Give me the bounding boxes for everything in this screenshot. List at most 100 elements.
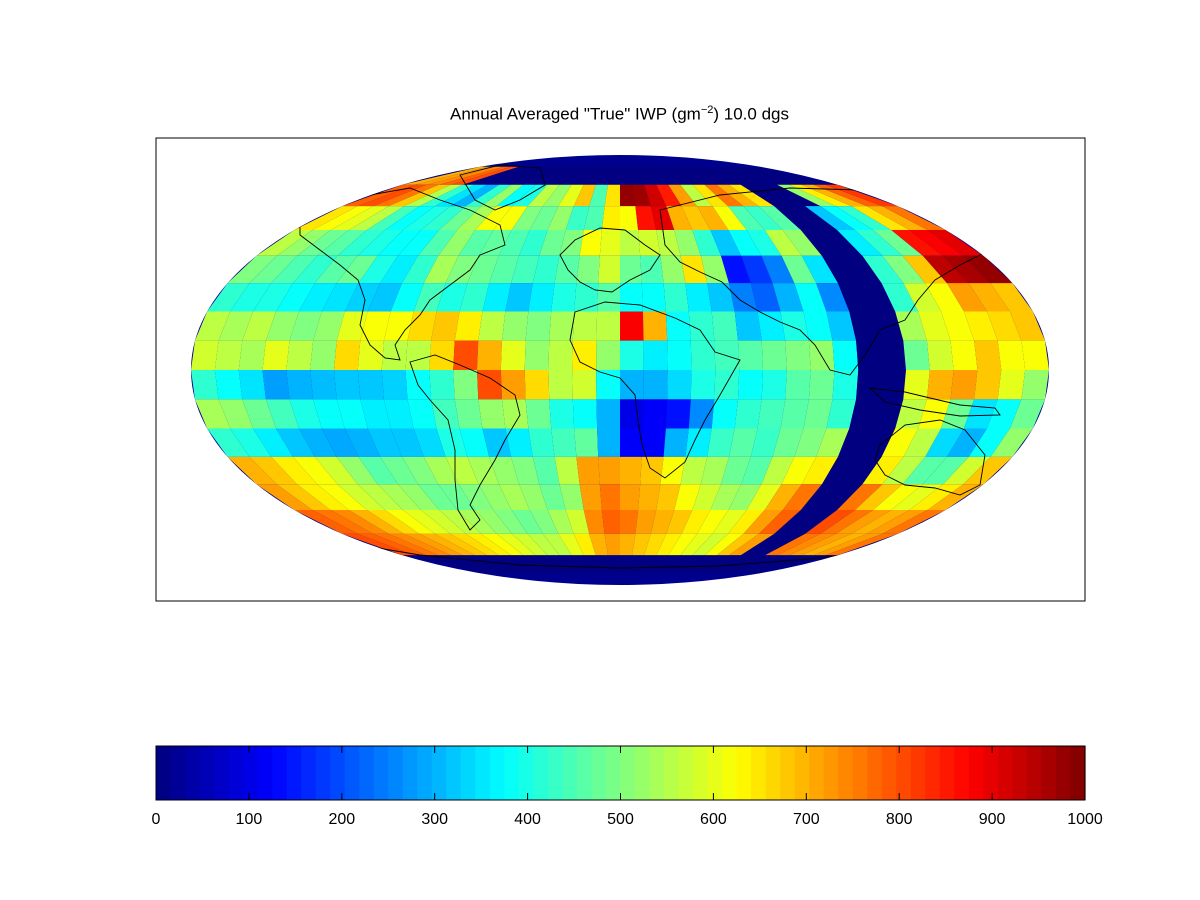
- colorbar-step: [257, 746, 273, 800]
- grid-cell: [418, 230, 458, 256]
- grid-cell: [635, 510, 657, 534]
- grid-cell: [660, 255, 686, 284]
- grid-cell: [757, 399, 786, 429]
- colorbar-step: [562, 746, 578, 800]
- grid-cell: [214, 370, 243, 400]
- grid-cell: [714, 340, 740, 370]
- colorbar-step: [359, 746, 375, 800]
- grid-cell: [680, 533, 713, 556]
- grid-cell: [377, 230, 421, 256]
- grid-cell: [734, 399, 762, 429]
- grid-cell: [312, 206, 374, 230]
- grid-cell: [941, 311, 975, 341]
- grid-cell: [688, 399, 715, 429]
- grid-cell: [665, 399, 691, 429]
- grid-cell: [458, 484, 494, 510]
- grid-cell: [656, 184, 682, 207]
- grid-cell: [620, 340, 644, 370]
- colorbar-step: [1026, 746, 1043, 800]
- grid-cell: [765, 184, 821, 207]
- grid-cell: [789, 206, 838, 230]
- grid-cell: [728, 230, 762, 256]
- colorbar-step: [185, 746, 201, 800]
- grid-cell: [785, 340, 811, 370]
- grid-cell: [741, 255, 773, 284]
- grid-cell: [800, 484, 843, 510]
- grid-cell: [467, 456, 499, 485]
- grid-cell: [357, 184, 427, 207]
- grid-cell: [879, 340, 906, 370]
- grid-cell: [922, 255, 969, 284]
- grid-cell: [574, 283, 599, 312]
- grid-cell: [774, 510, 819, 534]
- grid-cell: [579, 230, 602, 256]
- grid-cell: [414, 555, 496, 574]
- grid-cell: [716, 533, 759, 556]
- grid-cell: [390, 428, 424, 457]
- grid-cell: [987, 399, 1022, 429]
- grid-cell: [431, 399, 460, 429]
- grid-cell: [377, 484, 421, 510]
- grid-cell: [721, 255, 751, 284]
- grid-cell: [296, 484, 349, 510]
- coastline-indonesia: [868, 387, 1001, 417]
- colorbar-step: [576, 746, 593, 800]
- grid-cell: [191, 370, 219, 400]
- grid-cell: [774, 206, 819, 230]
- grid-cell: [765, 533, 821, 556]
- grid-cell: [736, 166, 814, 185]
- colorbar-step: [881, 746, 897, 800]
- grid-cell: [713, 166, 778, 185]
- grid-cell: [728, 484, 762, 510]
- colorbar-step: [794, 746, 810, 800]
- grid-cell: [482, 428, 511, 457]
- grid-cell: [777, 533, 836, 556]
- grid-cell: [265, 399, 299, 429]
- grid-cell: [728, 206, 765, 230]
- grid-cell: [381, 370, 408, 400]
- grid-cell: [746, 484, 782, 510]
- grid-cell: [256, 484, 313, 510]
- grid-cell: [321, 283, 359, 312]
- grid-cell: [583, 510, 605, 534]
- grid-cell: [712, 206, 747, 230]
- grid-cell: [583, 555, 605, 574]
- grid-cell: [758, 206, 801, 230]
- grid-cell: [429, 340, 455, 370]
- grid-cell: [902, 456, 947, 485]
- grid-cell: [559, 484, 584, 510]
- grid-cell: [539, 484, 566, 510]
- colorbar-step: [388, 746, 404, 800]
- grid-cell: [191, 340, 219, 370]
- grid-cell: [438, 555, 512, 574]
- grid-cell: [640, 456, 664, 485]
- grid-cell: [559, 555, 589, 574]
- colorbar-step: [170, 746, 186, 800]
- grid-cell: [891, 484, 944, 510]
- grid-cell: [597, 428, 620, 457]
- grid-cell: [579, 484, 602, 510]
- grid-cell: [658, 166, 693, 185]
- grid-cell: [650, 510, 675, 534]
- grid-cell: [688, 311, 715, 341]
- grid-cell: [348, 206, 405, 230]
- grid-cell: [859, 428, 896, 457]
- grid-cell: [663, 283, 689, 312]
- grid-cell: [601, 206, 620, 230]
- grid-cell: [313, 311, 345, 341]
- grid-cell: [990, 428, 1033, 457]
- grid-cell: [462, 166, 527, 185]
- grid-cell: [872, 399, 904, 429]
- coastline-africa: [569, 301, 741, 479]
- grid-cell: [419, 184, 475, 207]
- grid-cell: [620, 510, 639, 534]
- grid-cell: [475, 555, 535, 574]
- grid-cell: [310, 370, 337, 400]
- grid-cell: [402, 206, 451, 230]
- colorbar-step: [722, 746, 738, 800]
- grid-cell: [511, 510, 543, 534]
- colorbar-tick-label: 900: [979, 811, 1006, 828]
- grid-cell: [380, 255, 418, 284]
- grid-cell: [478, 311, 506, 341]
- grid-cell: [312, 510, 374, 534]
